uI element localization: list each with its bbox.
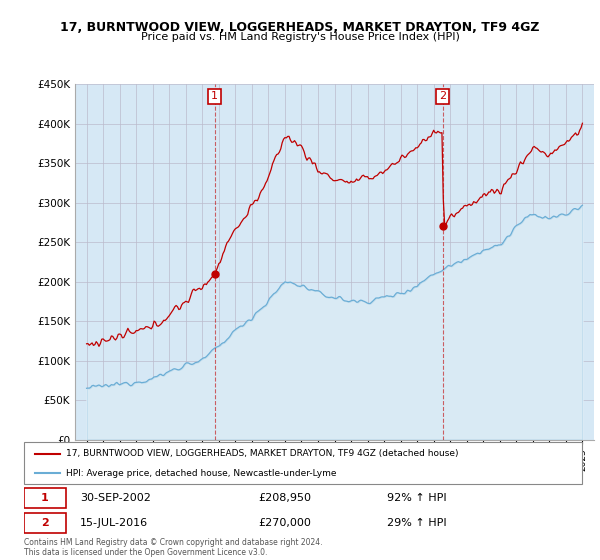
Text: 15-JUL-2016: 15-JUL-2016 <box>80 518 148 528</box>
Text: 2: 2 <box>439 91 446 101</box>
Text: 2: 2 <box>41 518 49 528</box>
Text: 29% ↑ HPI: 29% ↑ HPI <box>387 518 446 528</box>
Text: 1: 1 <box>41 493 49 503</box>
Text: 17, BURNTWOOD VIEW, LOGGERHEADS, MARKET DRAYTON, TF9 4GZ: 17, BURNTWOOD VIEW, LOGGERHEADS, MARKET … <box>60 21 540 34</box>
Text: HPI: Average price, detached house, Newcastle-under-Lyme: HPI: Average price, detached house, Newc… <box>66 469 337 478</box>
Text: 92% ↑ HPI: 92% ↑ HPI <box>387 493 446 503</box>
Text: 17, BURNTWOOD VIEW, LOGGERHEADS, MARKET DRAYTON, TF9 4GZ (detached house): 17, BURNTWOOD VIEW, LOGGERHEADS, MARKET … <box>66 449 458 458</box>
Text: Contains HM Land Registry data © Crown copyright and database right 2024.
This d: Contains HM Land Registry data © Crown c… <box>24 538 323 557</box>
Text: £208,950: £208,950 <box>259 493 311 503</box>
Text: Price paid vs. HM Land Registry's House Price Index (HPI): Price paid vs. HM Land Registry's House … <box>140 32 460 42</box>
Text: 1: 1 <box>211 91 218 101</box>
Text: 30-SEP-2002: 30-SEP-2002 <box>80 493 151 503</box>
FancyBboxPatch shape <box>24 513 66 533</box>
Text: £270,000: £270,000 <box>259 518 311 528</box>
FancyBboxPatch shape <box>24 488 66 508</box>
